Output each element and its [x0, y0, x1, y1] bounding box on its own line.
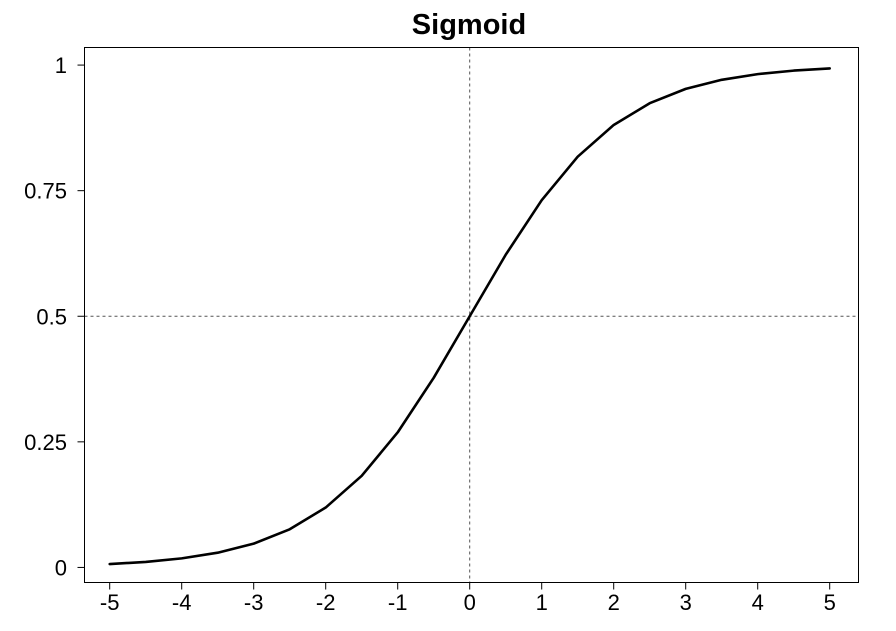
y-tick-label: 1: [55, 53, 67, 78]
x-tick-label: -2: [316, 590, 336, 615]
x-tick-label: 0: [464, 590, 476, 615]
x-tick-label: -5: [100, 590, 120, 615]
x-tick-label: -4: [172, 590, 192, 615]
reference-lines: [84, 47, 859, 583]
y-axis: 0 0.25 0.5 0.75 1: [24, 53, 85, 580]
series-layer: [108, 67, 831, 566]
x-axis: -5 -4 -3 -2 -1 0 1 2 3 4 5: [100, 582, 836, 615]
y-tick-label: 0.5: [36, 304, 67, 329]
x-tick-label: -3: [244, 590, 264, 615]
x-tick-label: 4: [752, 590, 764, 615]
x-tick-label: 5: [824, 590, 836, 615]
x-tick-label: 2: [608, 590, 620, 615]
y-tick-label: 0: [55, 555, 67, 580]
x-tick-label: 1: [536, 590, 548, 615]
y-tick-label: 0.25: [24, 430, 67, 455]
y-tick-label: 0.75: [24, 179, 67, 204]
x-tick-label: 3: [680, 590, 692, 615]
chart-title: Sigmoid: [412, 9, 526, 41]
plot-frame: [84, 47, 859, 583]
sigmoid-curve: [108, 67, 831, 566]
x-tick-label: -1: [388, 590, 408, 615]
